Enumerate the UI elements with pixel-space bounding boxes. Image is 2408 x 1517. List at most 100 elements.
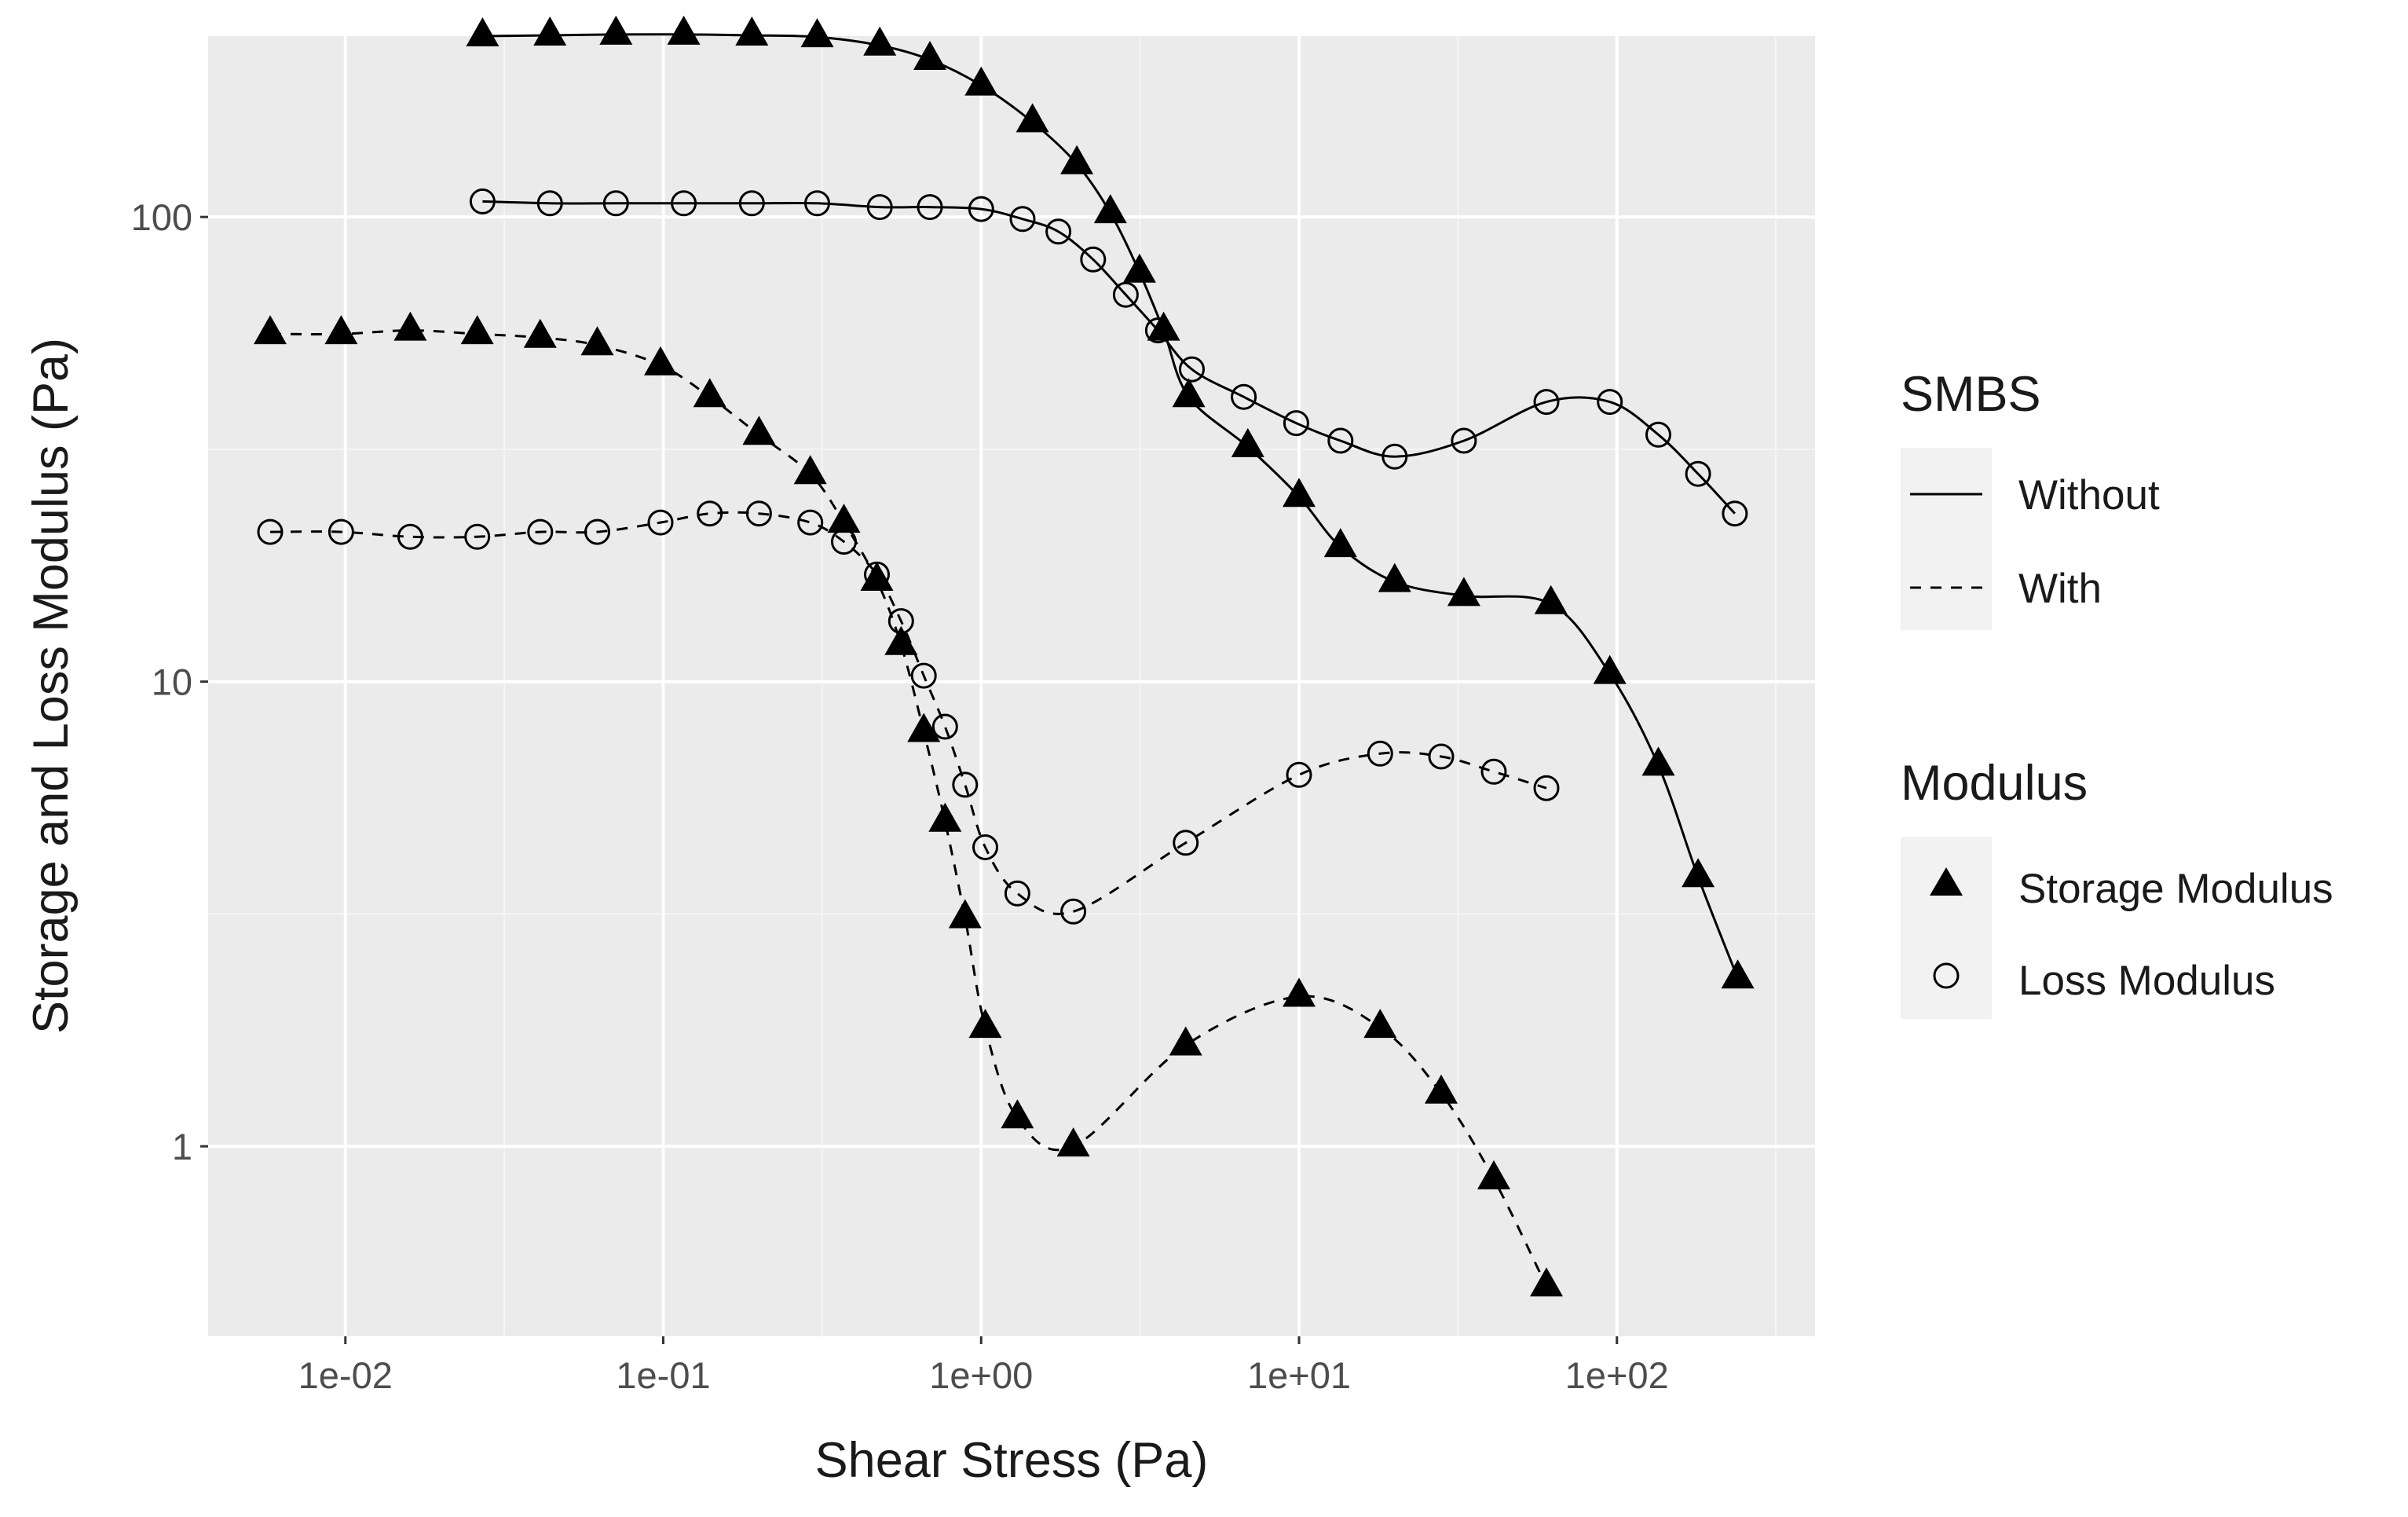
data-point-loss-modulus-with — [647, 509, 674, 536]
data-point-storage-modulus-with — [1169, 1026, 1202, 1056]
data-point-loss-modulus-with — [1367, 740, 1393, 767]
data-point-loss-modulus-without — [1080, 246, 1107, 273]
data-point-storage-modulus-with — [1530, 1267, 1563, 1297]
x-tick-label: 1e-02 — [298, 1354, 393, 1396]
data-point-loss-modulus-with — [328, 518, 354, 545]
data-point-storage-modulus-without — [1016, 103, 1049, 133]
y-axis-title: Storage and Loss Modulus (Pa) — [24, 338, 79, 1034]
legend-title-smbs: SMBS — [1901, 367, 2041, 422]
data-point-loss-modulus-with — [1173, 830, 1199, 856]
data-point-storage-modulus-without — [1172, 378, 1206, 408]
data-point-loss-modulus-without — [1722, 500, 1748, 527]
data-point-loss-modulus-without — [1645, 421, 1671, 448]
data-point-storage-modulus-without — [1682, 858, 1715, 888]
series-layer — [254, 15, 1755, 1297]
data-point-storage-modulus-with — [460, 315, 494, 345]
data-point-loss-modulus-without — [1597, 389, 1623, 416]
data-point-loss-modulus-with — [864, 561, 890, 588]
data-point-storage-modulus-with — [644, 346, 677, 376]
legend-label-storage-modulus: Storage Modulus — [2018, 866, 2333, 912]
axis-layer: 1e-02 1e-01 1e+00 1e+01 1e+02 1 10 100 — [131, 196, 1669, 1396]
data-point-loss-modulus-with — [527, 518, 554, 545]
x-tick-label: 1e-01 — [616, 1354, 710, 1396]
legend-label-loss-modulus: Loss Modulus — [2018, 958, 2275, 1004]
data-point-storage-modulus-without — [1283, 478, 1316, 507]
data-point-loss-modulus-with — [745, 500, 772, 527]
data-point-storage-modulus-with — [324, 315, 358, 345]
data-point-loss-modulus-without — [738, 190, 765, 217]
data-point-storage-modulus-with — [254, 315, 287, 345]
legend-key-circle-icon — [1933, 962, 1960, 989]
data-point-storage-modulus-without — [863, 26, 897, 56]
data-point-storage-modulus-with — [827, 504, 861, 533]
data-point-storage-modulus-with — [523, 318, 557, 348]
data-point-loss-modulus-with — [797, 509, 824, 536]
data-point-storage-modulus-without — [533, 16, 567, 46]
data-point-storage-modulus-with — [928, 802, 962, 832]
data-point-loss-modulus-without — [917, 194, 943, 221]
x-tick-label: 1e+01 — [1247, 1354, 1351, 1396]
data-point-loss-modulus-with — [887, 608, 914, 635]
data-point-storage-modulus-without — [1060, 145, 1094, 174]
legend-key-triangle-icon — [1930, 867, 1963, 896]
data-point-storage-modulus-without — [735, 16, 769, 46]
plot-panel — [208, 36, 1815, 1336]
data-point-loss-modulus-with — [1060, 898, 1087, 925]
data-point-loss-modulus-without — [1327, 427, 1354, 454]
data-point-storage-modulus-with — [580, 326, 614, 356]
data-point-loss-modulus-with — [910, 662, 937, 689]
data-point-storage-modulus-with — [1363, 1009, 1397, 1039]
data-point-storage-modulus-with — [1056, 1127, 1090, 1157]
data-point-loss-modulus-with — [257, 518, 284, 545]
data-point-storage-modulus-with — [968, 1009, 1002, 1039]
data-point-storage-modulus-without — [1721, 959, 1755, 989]
data-point-storage-modulus-without — [1447, 577, 1480, 606]
y-tick-label: 10 — [152, 661, 192, 703]
data-point-loss-modulus-with — [952, 771, 979, 798]
data-point-loss-modulus-without — [1685, 460, 1711, 487]
data-point-storage-modulus-with — [1001, 1099, 1034, 1129]
legend: SMBS Without With Modulus Storage Modulu… — [1901, 367, 2333, 1019]
data-point-loss-modulus-with — [1480, 758, 1507, 785]
x-tick-label: 1e+00 — [929, 1354, 1033, 1396]
legend-label-without: Without — [2018, 472, 2160, 518]
data-point-storage-modulus-without — [466, 17, 500, 46]
data-point-loss-modulus-without — [1179, 356, 1205, 383]
y-tick-label: 100 — [131, 196, 192, 238]
data-point-loss-modulus-with — [584, 518, 610, 545]
data-point-loss-modulus-without — [1144, 317, 1171, 344]
data-point-loss-modulus-without — [1231, 383, 1257, 410]
data-point-loss-modulus-with — [972, 834, 998, 860]
data-point-storage-modulus-with — [884, 625, 918, 655]
data-point-loss-modulus-without — [968, 196, 994, 222]
data-point-loss-modulus-without — [671, 190, 697, 217]
data-point-loss-modulus-without — [1009, 206, 1036, 233]
data-point-loss-modulus-without — [866, 194, 893, 221]
x-tick-label: 1e+02 — [1565, 1354, 1669, 1396]
data-point-loss-modulus-without — [602, 190, 629, 217]
data-point-storage-modulus-without — [1231, 427, 1264, 457]
series-line-loss-modulus-without — [482, 200, 1736, 515]
data-point-loss-modulus-without — [469, 188, 496, 214]
data-point-storage-modulus-without — [1093, 194, 1127, 224]
data-point-storage-modulus-without — [1593, 654, 1627, 684]
data-point-loss-modulus-without — [1283, 410, 1309, 437]
data-point-loss-modulus-without — [1381, 443, 1408, 470]
data-point-storage-modulus-with — [742, 416, 776, 445]
data-point-storage-modulus-without — [599, 15, 633, 45]
data-point-storage-modulus-with — [1425, 1074, 1458, 1104]
data-point-loss-modulus-without — [1533, 389, 1560, 416]
data-point-storage-modulus-without — [1147, 311, 1180, 341]
data-point-storage-modulus-with — [1283, 977, 1316, 1007]
data-point-storage-modulus-without — [913, 41, 946, 70]
data-point-storage-modulus-with — [793, 455, 827, 485]
data-point-loss-modulus-without — [536, 190, 563, 217]
data-point-loss-modulus-with — [1004, 880, 1030, 907]
data-point-storage-modulus-with — [693, 378, 726, 408]
legend-label-with: With — [2018, 566, 2102, 612]
data-point-loss-modulus-with — [1428, 743, 1455, 770]
data-point-storage-modulus-without — [1323, 528, 1357, 558]
data-point-loss-modulus-without — [1045, 218, 1072, 245]
data-point-loss-modulus-without — [1451, 427, 1477, 454]
